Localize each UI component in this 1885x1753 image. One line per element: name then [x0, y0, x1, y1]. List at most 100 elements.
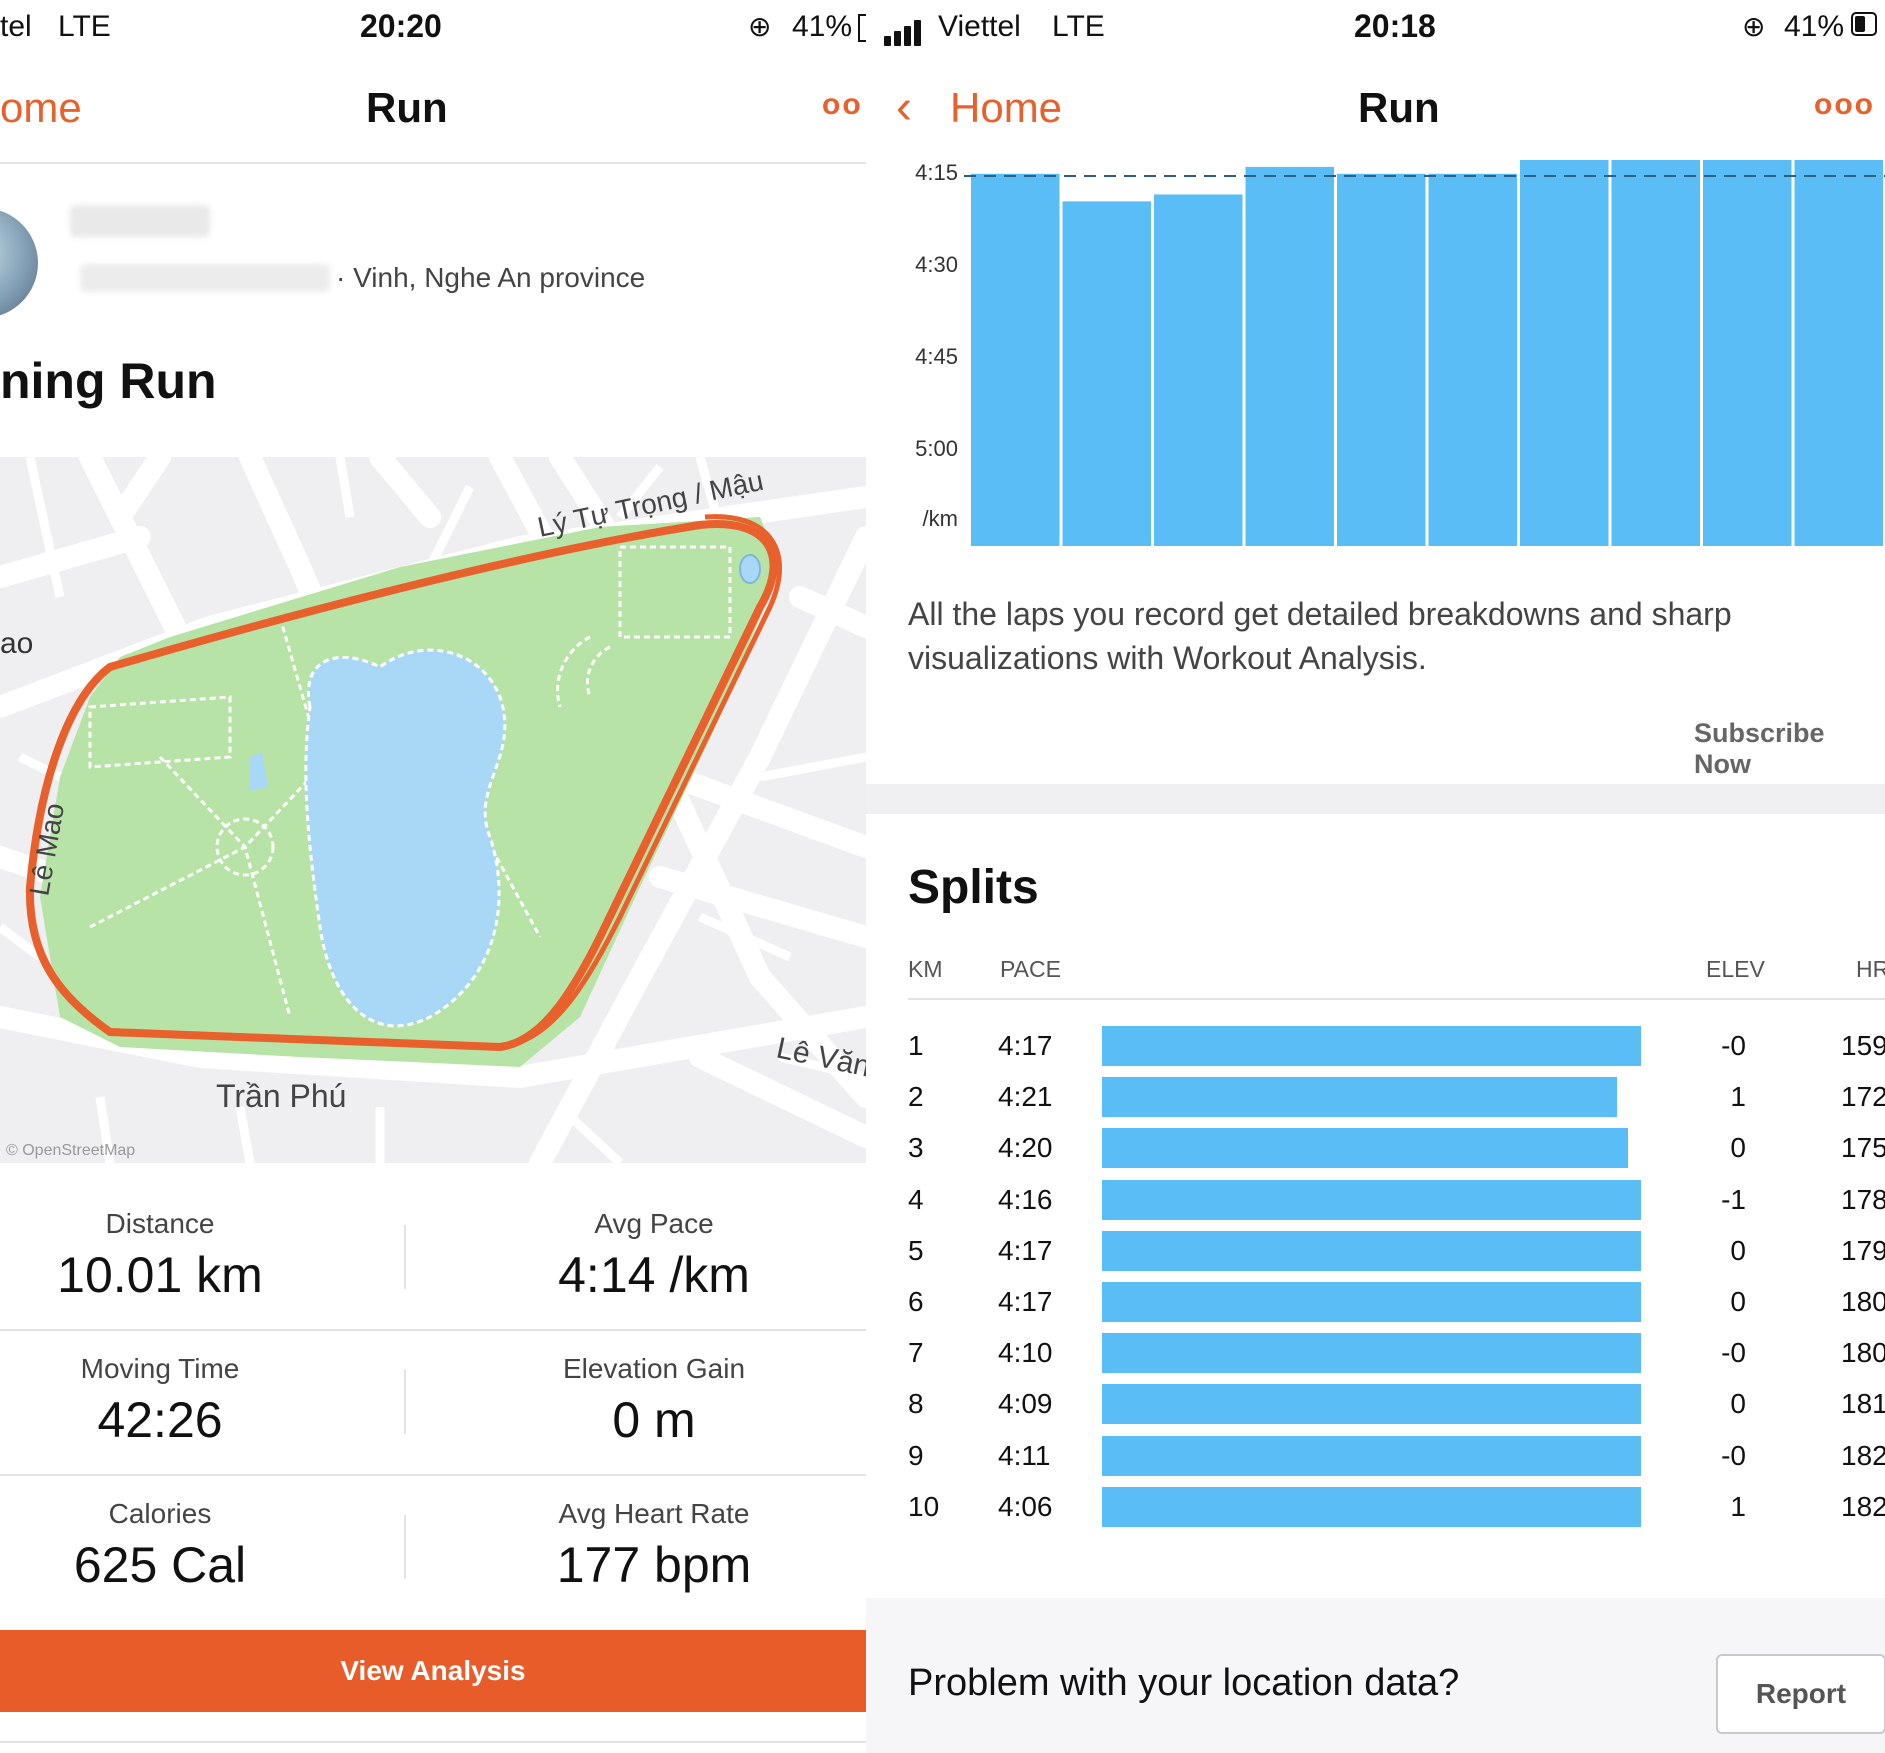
split-km: 8 — [908, 1388, 924, 1420]
lake — [304, 648, 507, 1028]
split-hr: 182 — [1841, 1490, 1885, 1522]
promo-text: All the laps you record get detailed bre… — [908, 596, 1732, 676]
split-km: 3 — [908, 1132, 924, 1164]
pace-bar — [1154, 194, 1243, 546]
split-elev: 0 — [1730, 1234, 1746, 1266]
split-elev: 1 — [1730, 1081, 1746, 1113]
split-pace: 4:21 — [998, 1081, 1053, 1113]
more-options-icon[interactable]: oo — [822, 88, 863, 121]
pace-bar — [1245, 166, 1334, 546]
back-home-link[interactable]: Home — [950, 84, 1063, 131]
activity-title: ning Run — [0, 353, 217, 409]
split-km: 6 — [908, 1286, 924, 1317]
stat-label: Calories — [108, 1498, 212, 1529]
map-minor-roads — [0, 457, 866, 1163]
battery-percent: 41% — [1784, 10, 1845, 43]
pace-bar — [1703, 160, 1792, 546]
split-pace-bar — [1102, 1179, 1641, 1220]
back-home-link[interactable]: ome — [0, 84, 82, 131]
split-elev: 0 — [1730, 1286, 1746, 1317]
back-chevron-icon[interactable]: ‹ — [896, 81, 912, 134]
split-hr: 159 — [1841, 1030, 1885, 1061]
pace-bar — [1062, 201, 1151, 546]
split-pace-bar — [1102, 1282, 1641, 1322]
status-bar: tel LTE 20:20 ⊕ 41% — [0, 0, 866, 56]
y-tick-label: 4:30 — [915, 252, 958, 277]
more-options-icon[interactable]: ooo — [1814, 88, 1875, 121]
split-pace: 4:11 — [998, 1439, 1051, 1471]
y-tick-label: /km — [923, 506, 958, 531]
location-problem-text: Problem with your location data? — [908, 1662, 1460, 1704]
split-pace: 4:10 — [998, 1337, 1053, 1369]
stat-value: 625 Cal — [73, 1537, 247, 1593]
split-pace: 4:06 — [998, 1490, 1053, 1522]
right-screen: Viettel LTE 20:18 ⊕ 41% ‹ Home Run ooo 4… — [866, 0, 1885, 1753]
stat-divider — [404, 1515, 406, 1579]
signal-icon — [884, 12, 924, 46]
split-km: 7 — [908, 1337, 924, 1369]
split-pace: 4:16 — [998, 1183, 1053, 1215]
split-hr: 178 — [1841, 1183, 1885, 1215]
clock: 20:18 — [1354, 8, 1436, 44]
stat-label: Elevation Gain — [562, 1353, 746, 1384]
split-km: 5 — [908, 1234, 924, 1266]
col-header-km: KM — [908, 956, 943, 982]
location-problem-section: Problem with your location data? Report — [866, 1598, 1885, 1753]
street-label-bottom: Trần Phú — [216, 1078, 346, 1114]
battery-icon — [858, 14, 866, 42]
avatar[interactable] — [0, 208, 38, 318]
col-header-pace: PACE — [1000, 956, 1061, 982]
stat-row-divider — [0, 1329, 866, 1331]
pace-bar — [1337, 173, 1426, 547]
split-hr: 172 — [1841, 1081, 1885, 1113]
athlete-name-redacted — [70, 205, 210, 237]
report-button[interactable]: Report — [1716, 1654, 1885, 1734]
subscribe-now-link[interactable]: Subscribe Now — [1694, 718, 1825, 779]
split-pace: 4:17 — [998, 1234, 1053, 1266]
pace-bar — [1520, 160, 1609, 546]
orientation-lock-icon: ⊕ — [1742, 11, 1766, 42]
split-elev: -0 — [1721, 1439, 1746, 1471]
carrier-label: tel — [0, 10, 32, 43]
split-elev: -1 — [1721, 1183, 1746, 1215]
split-pace-bar — [1102, 1077, 1617, 1118]
route-line — [25, 514, 782, 1051]
split-pace-bar — [1102, 1333, 1641, 1374]
view-analysis-button[interactable]: View Analysis — [0, 1630, 866, 1712]
activity-location: · Vinh, Nghe An province — [336, 262, 646, 293]
stat-value: 0 m — [612, 1392, 696, 1448]
split-km: 2 — [908, 1081, 924, 1113]
stat-value: 42:26 — [97, 1392, 223, 1448]
split-pace-bar — [1102, 1384, 1641, 1425]
split-elev: 0 — [1730, 1132, 1746, 1164]
nav-divider — [0, 162, 866, 164]
split-pace-bar — [1102, 1435, 1641, 1476]
stat-divider — [404, 1370, 406, 1434]
split-pace-bar — [1102, 1128, 1629, 1169]
split-pace: 4:17 — [998, 1030, 1053, 1061]
split-km: 1 — [908, 1030, 924, 1061]
split-pace-bar — [1102, 1230, 1641, 1271]
split-elev: -0 — [1721, 1337, 1746, 1369]
stat-row-divider — [0, 1474, 866, 1476]
section-gap — [866, 784, 1885, 814]
stat-label: Avg Pace — [594, 1208, 714, 1239]
y-tick-label: 4:15 — [915, 160, 958, 185]
split-hr: 180 — [1841, 1337, 1885, 1369]
battery-percent: 41% — [792, 10, 853, 43]
split-hr: 180 — [1841, 1286, 1885, 1317]
split-pace: 4:17 — [998, 1286, 1053, 1317]
left-screen: tel LTE 20:20 ⊕ 41% ome Run oo · Vinh, N… — [0, 0, 866, 1753]
split-hr: 179 — [1841, 1234, 1885, 1266]
route-map[interactable]: Lý Tự Trọng / Mậu ao Lê Mao Lê Văn Trần … — [0, 457, 866, 1163]
split-pace-bar — [1102, 1026, 1641, 1066]
col-header-elev: ELEV — [1706, 956, 1765, 982]
y-tick-label: 4:45 — [915, 344, 958, 369]
orientation-lock-icon: ⊕ — [748, 11, 772, 42]
map-canvas: Lý Tự Trọng / Mậu ao Lê Mao Lê Văn Trần … — [0, 457, 866, 1163]
y-tick-label: 5:00 — [915, 436, 958, 461]
stat-label: Avg Heart Rate — [558, 1498, 750, 1529]
activity-date-redacted — [80, 264, 330, 292]
pace-bar — [1611, 160, 1700, 546]
stat-value: 10.01 km — [57, 1247, 263, 1303]
